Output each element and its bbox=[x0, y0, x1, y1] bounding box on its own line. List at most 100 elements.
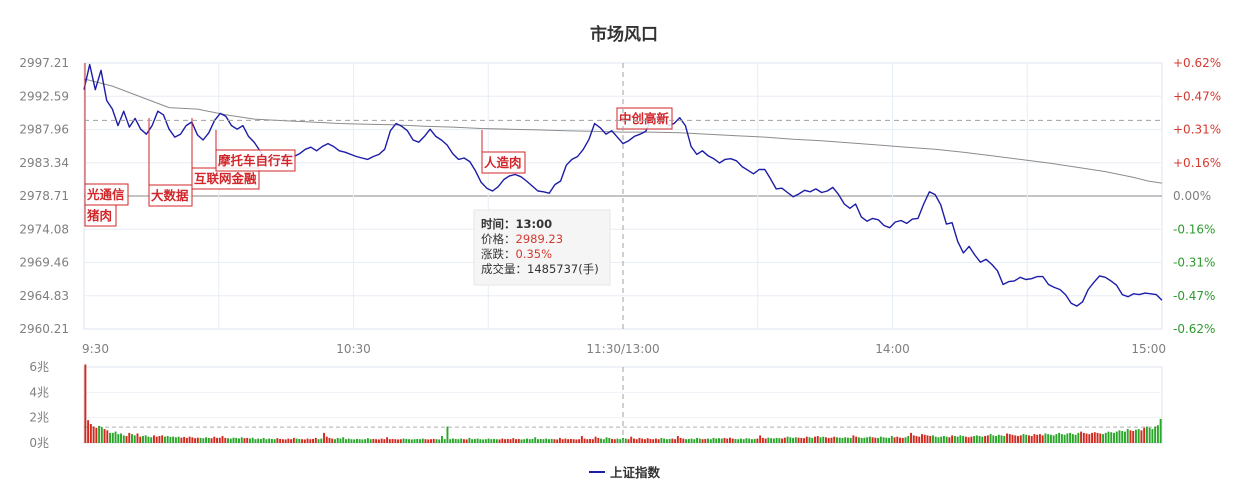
volume-bar bbox=[953, 436, 956, 443]
volume-bar bbox=[553, 439, 556, 443]
x-tick-label: 15:00 bbox=[1131, 342, 1166, 356]
volume-bar bbox=[438, 439, 441, 443]
volume-bar bbox=[981, 436, 984, 443]
volume-bar bbox=[424, 439, 427, 443]
volume-bar bbox=[460, 438, 463, 443]
volume-bar bbox=[756, 438, 759, 443]
annotation-box bbox=[215, 149, 296, 172]
volume-bar bbox=[180, 437, 183, 443]
volume-bar bbox=[1074, 434, 1077, 443]
volume-tick-label: 4兆 bbox=[29, 385, 49, 399]
volume-bar bbox=[259, 438, 262, 443]
volume-bar bbox=[375, 439, 378, 443]
volume-bar bbox=[353, 439, 356, 443]
tooltip-volume-label: 成交量： bbox=[481, 262, 527, 276]
volume-bar bbox=[707, 438, 709, 443]
volume-bar bbox=[1118, 430, 1121, 443]
volume-bar bbox=[825, 437, 827, 443]
volume-bar bbox=[323, 432, 325, 443]
volume-bar bbox=[633, 438, 635, 443]
volume-bar bbox=[671, 438, 674, 443]
volume-bar bbox=[229, 438, 232, 443]
volume-bar bbox=[1129, 430, 1132, 443]
volume-bar bbox=[419, 439, 421, 443]
pct-tick-label: +0.31% bbox=[1173, 123, 1221, 137]
volume-bar bbox=[430, 439, 432, 443]
volume-bar bbox=[918, 436, 921, 443]
y-tick-label: 2974.08 bbox=[19, 222, 69, 236]
y-tick-label: 2978.71 bbox=[19, 189, 69, 203]
volume-bar bbox=[413, 439, 416, 443]
volume-bar bbox=[989, 434, 992, 443]
volume-bar bbox=[679, 437, 682, 443]
volume-bar bbox=[523, 439, 526, 443]
tooltip-volume-value: 1485737(手) bbox=[527, 262, 599, 276]
volume-bar bbox=[427, 439, 430, 443]
volume-bar bbox=[479, 439, 482, 443]
volume-bar bbox=[899, 437, 901, 443]
pct-tick-label: -0.31% bbox=[1173, 256, 1215, 270]
volume-bar bbox=[896, 436, 899, 443]
volume-bar bbox=[635, 439, 638, 443]
volume-bar bbox=[761, 437, 764, 443]
tooltip-time-label: 时间： bbox=[481, 217, 516, 231]
volume-bar bbox=[967, 437, 970, 443]
crosshair-cursor bbox=[84, 63, 1162, 443]
volume-bar bbox=[281, 439, 284, 443]
volume-bar bbox=[125, 436, 128, 443]
volume-bar bbox=[537, 439, 539, 443]
volume-bar bbox=[750, 439, 753, 443]
volume-bar bbox=[227, 438, 229, 443]
volume-bar bbox=[945, 436, 948, 443]
volume-bar bbox=[852, 435, 855, 443]
legend[interactable]: 上证指数 bbox=[589, 465, 661, 480]
volume-bar bbox=[657, 439, 660, 443]
volume-bar bbox=[841, 437, 844, 443]
volume-bar bbox=[877, 437, 880, 443]
volume-bar bbox=[347, 438, 350, 443]
volume-bar bbox=[602, 439, 605, 443]
volume-bar bbox=[643, 439, 646, 443]
volume-bar bbox=[863, 437, 866, 443]
volume-bar bbox=[238, 438, 240, 443]
volume-bar bbox=[257, 438, 260, 443]
volume-bar bbox=[561, 439, 564, 443]
volume-bar bbox=[789, 437, 792, 443]
volume-bar bbox=[87, 420, 90, 443]
volume-bar bbox=[1071, 434, 1074, 443]
volume-bar bbox=[893, 437, 896, 443]
pct-tick-label: +0.16% bbox=[1173, 156, 1221, 170]
volume-bar bbox=[1011, 434, 1014, 443]
volume-bar bbox=[997, 434, 1000, 443]
volume-bar bbox=[693, 439, 696, 443]
volume-bar bbox=[383, 439, 386, 443]
volume-bar bbox=[216, 437, 218, 443]
pct-tick-label: -0.47% bbox=[1173, 289, 1215, 303]
volume-bar bbox=[1137, 429, 1140, 443]
volume-bar bbox=[805, 436, 808, 443]
volume-bar bbox=[451, 438, 454, 443]
x-tick-label: 9:30 bbox=[82, 342, 109, 356]
annotation-box bbox=[616, 107, 673, 130]
volume-bar bbox=[218, 437, 221, 443]
volume-bar bbox=[539, 438, 542, 443]
volume-bar bbox=[1124, 431, 1126, 443]
volume-bar bbox=[910, 432, 912, 443]
volume-bar bbox=[698, 438, 701, 443]
volume-bar bbox=[970, 436, 973, 443]
volume-bar bbox=[550, 438, 553, 443]
volume-bar bbox=[723, 437, 726, 443]
volume-bar bbox=[342, 437, 345, 443]
volume-bar bbox=[498, 439, 501, 443]
volume-bar bbox=[462, 439, 465, 443]
volume-bar bbox=[857, 437, 860, 443]
volume-bar bbox=[366, 438, 369, 443]
tooltip-box bbox=[473, 209, 611, 286]
volume-bar bbox=[185, 437, 188, 443]
volume-bar bbox=[364, 439, 367, 443]
volume-bar bbox=[1085, 433, 1088, 443]
tooltip: 时间：13:00 价格：2989.23 涨跌：0.35% 成交量：1485737… bbox=[473, 209, 611, 286]
volume-bar bbox=[583, 438, 586, 443]
